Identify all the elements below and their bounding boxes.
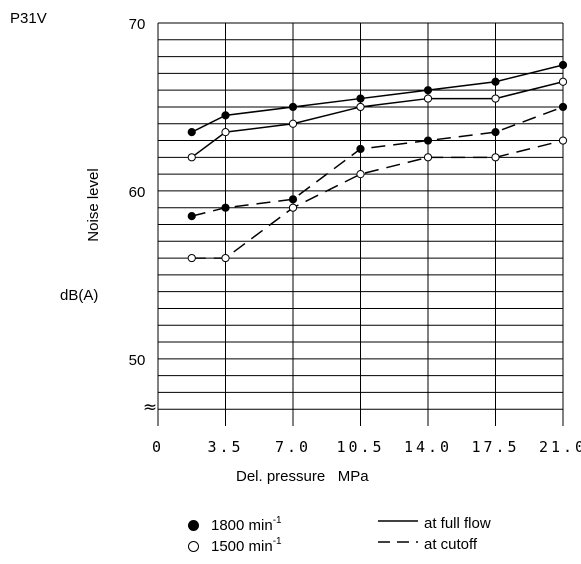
data-point: [221, 253, 230, 263]
data-point: [423, 136, 433, 145]
x-tick-label: 3.5: [207, 438, 243, 456]
data-point: [288, 195, 298, 204]
axis-break-symbol: ≈: [143, 398, 157, 418]
x-tick-label: 7.0: [275, 438, 311, 456]
data-point: [187, 212, 196, 221]
legend-full-flow: at full flow: [378, 515, 491, 532]
data-point: [221, 111, 230, 120]
data-point: [558, 136, 568, 145]
data-point: [356, 144, 365, 154]
legend-cutoff: at cutoff: [378, 536, 477, 553]
y-tick-label: 60: [129, 184, 146, 201]
data-point: [221, 203, 230, 212]
x-axis-label: Del. pressure MPa: [236, 468, 369, 485]
data-point: [288, 102, 298, 112]
legend-speed-1500: 1500 min-1: [188, 536, 282, 555]
series-line: [191, 64, 564, 133]
legend-dashed-line-icon: [378, 541, 418, 543]
data-point: [288, 119, 298, 128]
data-point: [356, 170, 365, 179]
legend-speed-label: 1500 min: [211, 538, 273, 555]
data-point: [491, 128, 500, 137]
data-point: [288, 203, 298, 212]
data-point: [423, 86, 433, 95]
x-tick-label: 10.5: [336, 438, 384, 456]
y-axis-unit-label: dB(A): [60, 287, 99, 304]
data-point: [423, 94, 433, 103]
data-point: [491, 77, 500, 86]
data-point: [356, 102, 365, 112]
series-line: [191, 81, 564, 158]
data-point: [187, 253, 196, 263]
data-point: [221, 128, 230, 137]
x-tick-label: 21.0: [539, 438, 581, 456]
legend-speed-sup: -1: [272, 536, 282, 547]
x-tick-label: 14.0: [404, 438, 452, 456]
legend-filled-marker-icon: [188, 520, 199, 531]
data-point: [558, 77, 568, 86]
data-point: [558, 60, 568, 70]
series-line: [191, 139, 564, 259]
data-point: [491, 94, 500, 103]
data-point: [558, 102, 568, 112]
data-point: [356, 94, 365, 103]
legend-open-marker-icon: [188, 541, 199, 552]
x-tick-label: 17.5: [471, 438, 519, 456]
data-point: [423, 153, 433, 162]
legend-speed-1800: 1800 min-1: [188, 515, 282, 534]
legend-solid-line-icon: [378, 520, 418, 522]
y-tick-label: 50: [129, 352, 146, 369]
data-point: [187, 153, 196, 162]
legend-speed-sup: -1: [272, 515, 282, 526]
chart-title: P31V: [10, 10, 47, 27]
y-axis-label: Noise level: [85, 168, 102, 241]
data-point: [187, 128, 196, 137]
y-tick-label: 70: [129, 16, 146, 33]
data-point: [491, 153, 500, 162]
legend-line-label: at full flow: [424, 515, 491, 532]
legend-line-label: at cutoff: [424, 536, 478, 553]
x-tick-label: 0: [152, 438, 164, 456]
legend-speed-label: 1800 min: [211, 517, 273, 534]
